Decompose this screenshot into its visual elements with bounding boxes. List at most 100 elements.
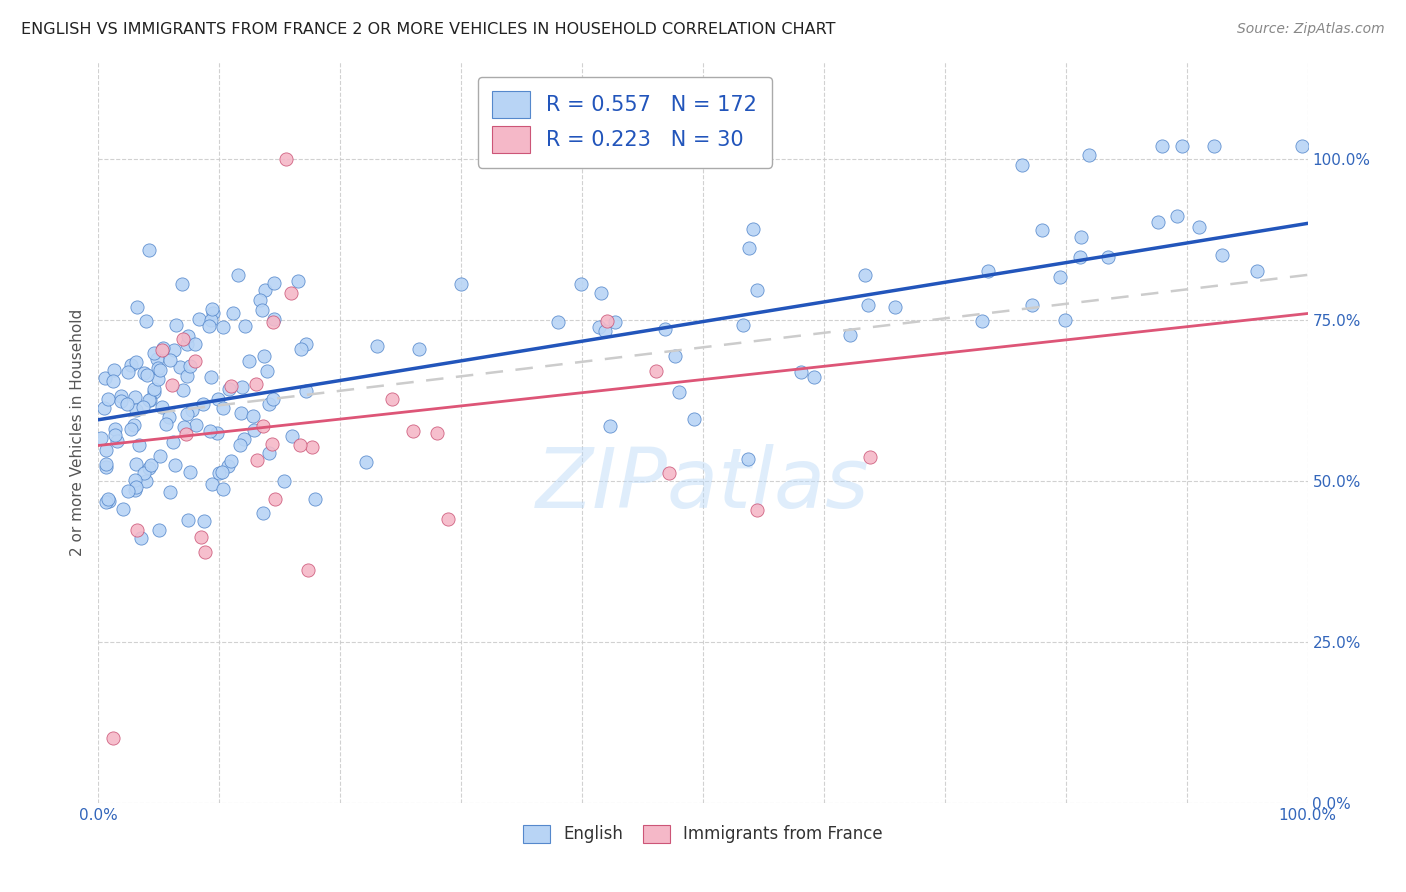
Point bbox=[976, 263, 998, 277]
Point bbox=[141, 458, 163, 472]
Point bbox=[1246, 263, 1268, 277]
Point bbox=[1211, 247, 1233, 261]
Point bbox=[115, 397, 138, 411]
Point bbox=[253, 349, 276, 363]
Point bbox=[593, 324, 616, 338]
Point bbox=[120, 358, 142, 372]
Point bbox=[290, 343, 312, 357]
Text: Source: ZipAtlas.com: Source: ZipAtlas.com bbox=[1237, 22, 1385, 37]
Point bbox=[245, 377, 267, 392]
Point bbox=[200, 424, 222, 438]
Point bbox=[172, 383, 194, 397]
Text: ZIPatlas: ZIPatlas bbox=[536, 444, 870, 525]
Point bbox=[571, 277, 593, 292]
Point bbox=[274, 152, 297, 166]
Point bbox=[252, 506, 274, 520]
Point bbox=[1170, 139, 1192, 153]
Point bbox=[143, 346, 166, 360]
Point bbox=[152, 341, 174, 355]
Point bbox=[658, 466, 681, 480]
Point bbox=[596, 314, 619, 328]
Point bbox=[162, 435, 184, 450]
Point bbox=[187, 312, 209, 326]
Point bbox=[159, 353, 181, 368]
Point bbox=[262, 315, 284, 329]
Point bbox=[125, 300, 148, 314]
Point bbox=[281, 428, 304, 442]
Legend: English, Immigrants from France: English, Immigrants from France bbox=[516, 818, 890, 850]
Point bbox=[184, 337, 207, 351]
Point bbox=[839, 328, 862, 343]
Point bbox=[125, 480, 148, 494]
Point bbox=[1146, 215, 1168, 229]
Point bbox=[146, 372, 169, 386]
Point bbox=[190, 530, 212, 544]
Point bbox=[94, 459, 117, 474]
Point bbox=[211, 482, 233, 496]
Point bbox=[591, 285, 613, 300]
Point bbox=[1031, 222, 1053, 236]
Point bbox=[165, 318, 187, 332]
Point bbox=[105, 434, 128, 448]
Point bbox=[103, 374, 125, 388]
Point bbox=[547, 315, 569, 329]
Point bbox=[426, 426, 449, 441]
Point bbox=[745, 283, 768, 297]
Point bbox=[603, 315, 626, 329]
Point bbox=[93, 401, 115, 416]
Point bbox=[179, 359, 201, 374]
Point bbox=[304, 492, 326, 507]
Point bbox=[1078, 148, 1101, 162]
Point bbox=[149, 449, 172, 463]
Point bbox=[143, 382, 166, 396]
Point bbox=[1188, 219, 1211, 234]
Point bbox=[437, 512, 460, 526]
Point bbox=[205, 426, 228, 441]
Point bbox=[1069, 250, 1091, 264]
Point bbox=[124, 473, 146, 487]
Point bbox=[219, 379, 242, 393]
Point bbox=[381, 392, 404, 406]
Point bbox=[135, 313, 157, 327]
Point bbox=[249, 293, 271, 308]
Point bbox=[139, 392, 162, 407]
Point bbox=[117, 365, 139, 379]
Point bbox=[1011, 158, 1033, 172]
Point bbox=[146, 360, 169, 375]
Point bbox=[97, 392, 120, 406]
Point bbox=[256, 363, 278, 377]
Point bbox=[169, 360, 191, 375]
Point bbox=[859, 450, 882, 465]
Point bbox=[288, 438, 311, 452]
Point bbox=[174, 426, 197, 441]
Point bbox=[157, 409, 180, 424]
Point bbox=[218, 382, 240, 396]
Point bbox=[287, 273, 309, 287]
Point bbox=[1021, 298, 1043, 312]
Point bbox=[408, 342, 430, 356]
Point bbox=[738, 241, 761, 255]
Point bbox=[138, 243, 160, 257]
Point bbox=[219, 453, 242, 467]
Point bbox=[252, 419, 274, 434]
Point bbox=[733, 318, 755, 332]
Point bbox=[257, 446, 280, 460]
Point bbox=[94, 458, 117, 472]
Point bbox=[1070, 230, 1092, 244]
Point bbox=[280, 285, 302, 300]
Point bbox=[124, 391, 146, 405]
Point bbox=[131, 531, 153, 545]
Point bbox=[193, 514, 215, 528]
Point bbox=[208, 466, 231, 480]
Point bbox=[127, 523, 149, 537]
Point bbox=[229, 438, 252, 452]
Point bbox=[790, 365, 813, 379]
Point bbox=[94, 371, 117, 385]
Point bbox=[644, 364, 666, 378]
Point bbox=[172, 332, 194, 346]
Point bbox=[221, 306, 243, 320]
Point bbox=[226, 268, 249, 282]
Point bbox=[1204, 139, 1226, 153]
Point bbox=[260, 437, 283, 451]
Point bbox=[263, 492, 285, 507]
